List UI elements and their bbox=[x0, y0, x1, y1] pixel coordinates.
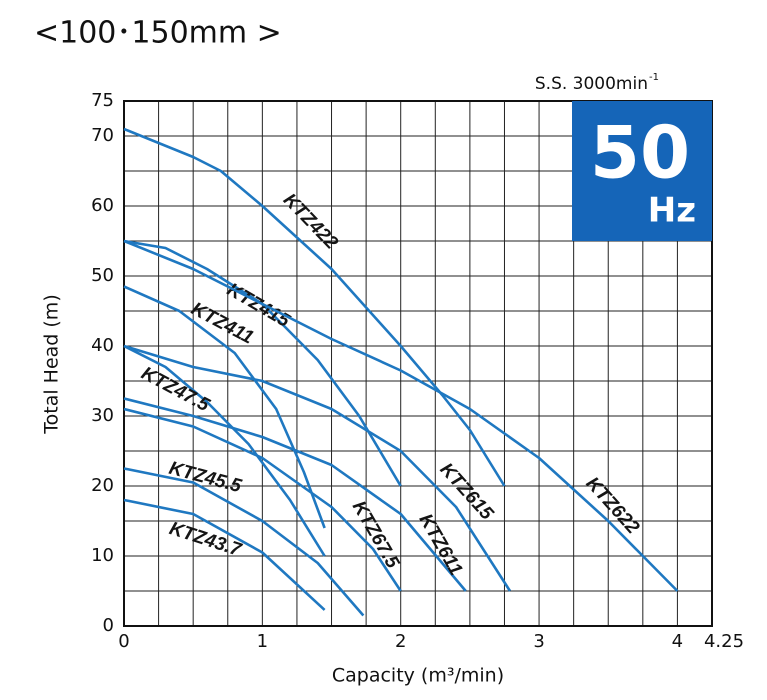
badge-number: 50 bbox=[590, 111, 690, 195]
curve bbox=[123, 127, 506, 487]
y-axis-label: Total Head (m) bbox=[41, 294, 63, 434]
speed-sup: -1 bbox=[649, 72, 659, 83]
y-tick-label: 75 bbox=[91, 90, 114, 111]
chart-title: <100･150mm > bbox=[34, 16, 282, 51]
curve bbox=[123, 397, 467, 592]
badge-unit: Hz bbox=[648, 191, 696, 231]
curve bbox=[123, 285, 326, 529]
curve bbox=[123, 407, 402, 592]
x-tick-label: 1 bbox=[257, 631, 268, 652]
curve-label: KTZ47.5 bbox=[138, 363, 214, 416]
x-tick-label: 4 bbox=[672, 631, 683, 652]
y-tick-label: 40 bbox=[91, 335, 114, 356]
badge bbox=[572, 101, 712, 241]
y-tick-label: 20 bbox=[91, 475, 114, 496]
curve bbox=[123, 344, 326, 557]
y-tick-label: 10 bbox=[91, 545, 114, 566]
x-tick-label: 0 bbox=[118, 631, 129, 652]
y-tick-label: 30 bbox=[91, 405, 114, 426]
curve bbox=[123, 344, 512, 592]
x-axis-label: Capacity (m³/min) bbox=[332, 665, 504, 687]
curve-label: KTZ615 bbox=[436, 459, 498, 524]
curve bbox=[123, 239, 679, 592]
speed-label: S.S. 3000min bbox=[535, 74, 648, 94]
curve-label: KTZ43.7 bbox=[167, 518, 245, 561]
plot-frame bbox=[123, 100, 713, 627]
y-tick-label: 50 bbox=[91, 265, 114, 286]
curve bbox=[123, 498, 326, 611]
y-tick-label: 0 bbox=[103, 615, 114, 636]
y-tick-label: 70 bbox=[91, 125, 114, 146]
curve-label: KTZ422 bbox=[279, 190, 342, 254]
curve bbox=[123, 467, 365, 617]
x-tick-label: 4.25 bbox=[704, 631, 744, 652]
curve-label: KTZ45.5 bbox=[167, 458, 244, 498]
y-tick-label: 60 bbox=[91, 195, 114, 216]
x-tick-label: 3 bbox=[533, 631, 544, 652]
x-tick-label: 2 bbox=[395, 631, 406, 652]
